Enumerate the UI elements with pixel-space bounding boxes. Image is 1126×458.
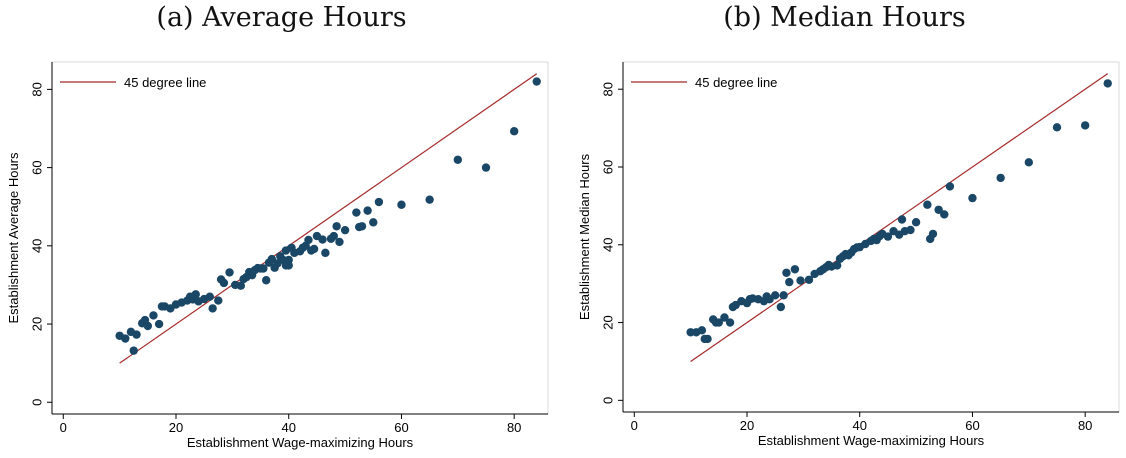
data-point xyxy=(832,261,842,270)
data-point xyxy=(321,248,330,258)
data-point xyxy=(143,321,153,331)
x-tick-label: 80 xyxy=(507,420,521,435)
data-point xyxy=(779,291,788,300)
data-point xyxy=(928,229,938,239)
data-point xyxy=(284,261,293,270)
reference-line-45-degree xyxy=(119,73,538,364)
data-point xyxy=(1052,123,1062,132)
x-axis-title: Establishment Wage-maximizing Hours xyxy=(187,435,414,450)
data-point xyxy=(453,155,463,164)
y-tick-label: 0 xyxy=(600,397,615,404)
scatter-plot-average-hours: 0 20 40 60 80 0 20 40 60 80 Establishment Wage-max… xyxy=(6,61,549,450)
legend-label: 45 degree line xyxy=(695,75,777,90)
data-point xyxy=(219,278,229,288)
data-point xyxy=(340,225,350,235)
data-point xyxy=(906,225,915,235)
data-point xyxy=(357,222,367,231)
scatter-plot-median-hours: 0 20 40 60 80 0 20 40 60 80 Establishment Wage-max… xyxy=(577,61,1120,448)
data-point xyxy=(782,268,791,277)
chart-title: (b) Median Hours xyxy=(723,2,966,33)
data-point xyxy=(532,77,541,86)
data-point xyxy=(129,346,138,355)
data-point xyxy=(369,218,378,227)
x-tick-label: 40 xyxy=(281,420,295,435)
data-point xyxy=(776,302,786,312)
data-point xyxy=(132,330,141,339)
legend-label: 45 degree line xyxy=(124,75,206,90)
data-point xyxy=(261,276,271,285)
x-tick-label: 0 xyxy=(631,418,638,433)
x-tick-label: 60 xyxy=(394,420,408,435)
data-point xyxy=(304,235,313,245)
x-tick-label: 80 xyxy=(1078,418,1092,433)
data-point xyxy=(481,163,491,172)
data-point xyxy=(804,275,814,284)
x-axis-title: Establishment Wage-maximizing Hours xyxy=(758,433,985,448)
data-point xyxy=(911,218,921,227)
y-tick-label: 40 xyxy=(600,238,615,252)
data-point xyxy=(1080,121,1090,130)
y-tick-label: 60 xyxy=(29,160,44,174)
y-tick-label: 20 xyxy=(29,317,44,331)
data-point xyxy=(149,311,158,320)
data-point xyxy=(318,235,327,244)
x-tick-label: 20 xyxy=(740,418,754,433)
data-point xyxy=(309,244,319,254)
data-point xyxy=(796,276,805,285)
chart-panel-median-hours: (b) Median Hours 0 20 40 60 80 0 20 40 60 80 Estab… xyxy=(563,0,1126,458)
data-point xyxy=(121,334,130,343)
data-point xyxy=(335,237,344,247)
data-point xyxy=(897,215,907,224)
data-point xyxy=(425,195,434,204)
data-point xyxy=(725,318,735,327)
data-point xyxy=(770,291,780,300)
x-tick-label: 0 xyxy=(60,420,67,435)
data-point xyxy=(790,265,800,274)
y-tick-label: 60 xyxy=(600,160,615,174)
data-point xyxy=(352,208,361,217)
data-point xyxy=(509,127,519,136)
x-tick-label: 60 xyxy=(965,418,979,433)
data-point xyxy=(703,334,712,344)
data-point xyxy=(259,264,268,273)
data-point xyxy=(785,277,794,287)
y-tick-label: 80 xyxy=(600,82,615,96)
data-point xyxy=(923,200,932,209)
data-point xyxy=(1024,158,1034,167)
data-point xyxy=(214,296,223,305)
data-point xyxy=(225,268,234,277)
data-point xyxy=(329,231,339,241)
y-tick-label: 80 xyxy=(29,82,44,96)
y-tick-label: 40 xyxy=(29,239,44,253)
data-point xyxy=(191,290,200,299)
data-point xyxy=(697,326,707,335)
data-point xyxy=(968,193,977,203)
data-point xyxy=(934,205,943,214)
data-point xyxy=(940,210,949,219)
data-point xyxy=(205,292,215,301)
data-point xyxy=(397,200,406,209)
chart-title: (a) Average Hours xyxy=(156,2,407,33)
data-point xyxy=(208,304,217,313)
data-point xyxy=(374,197,384,207)
data-point xyxy=(720,313,729,322)
data-point xyxy=(236,281,246,290)
x-tick-label: 40 xyxy=(852,418,866,433)
data-point xyxy=(1103,79,1112,88)
chart-panel-average-hours: (a) Average Hours 0 20 40 60 80 0 20 40 60 80 Esta… xyxy=(6,2,549,450)
data-point xyxy=(363,206,372,215)
data-point xyxy=(154,319,164,329)
data-point xyxy=(883,232,893,241)
y-axis-title: Establishment Average Hours xyxy=(6,152,21,324)
y-tick-label: 0 xyxy=(29,399,44,406)
data-point xyxy=(714,318,724,327)
data-point xyxy=(996,173,1005,183)
y-tick-label: 20 xyxy=(600,315,615,329)
y-axis-title: Establishment Median Hours xyxy=(577,153,592,320)
data-point xyxy=(332,222,341,231)
x-tick-label: 20 xyxy=(169,420,183,435)
data-point xyxy=(945,182,955,191)
